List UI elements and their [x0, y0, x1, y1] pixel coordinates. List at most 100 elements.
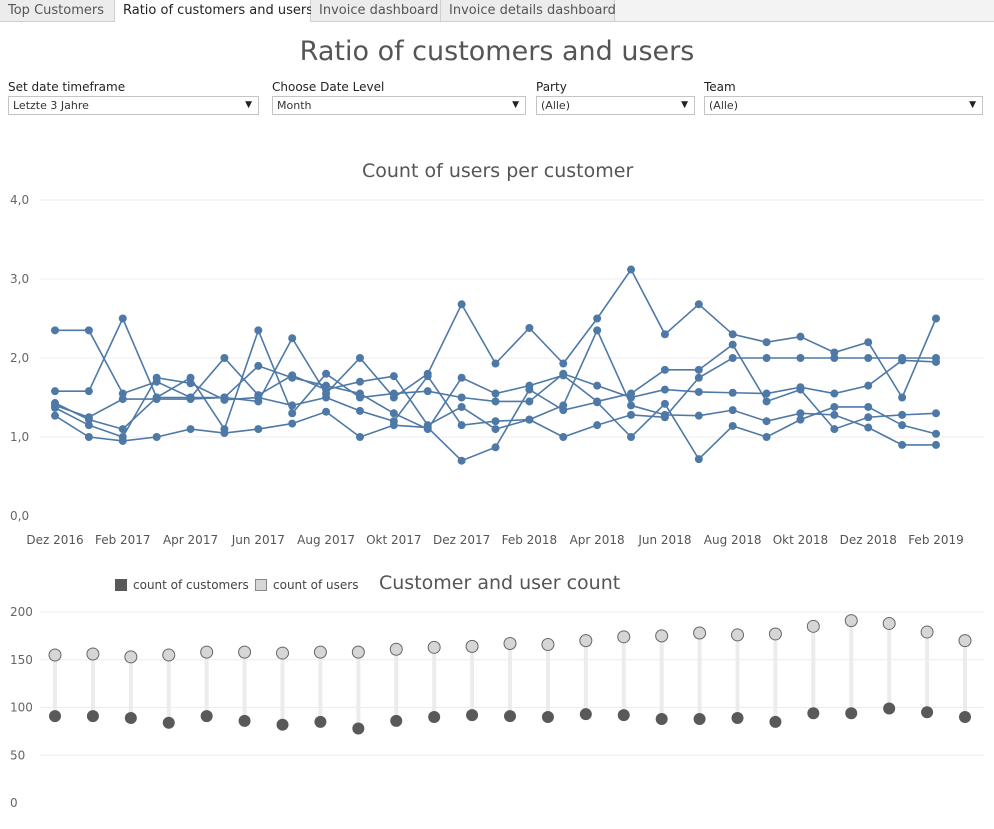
- data-point: [84, 387, 93, 396]
- tab-bar: Top Customers Ratio of customers and use…: [0, 0, 994, 22]
- user-count-point: [238, 645, 252, 659]
- data-point: [457, 373, 466, 382]
- data-point: [627, 433, 636, 441]
- data-point: [898, 440, 907, 449]
- data-point: [728, 330, 737, 339]
- y-tick-label: 150: [10, 653, 33, 667]
- tab-top-customers[interactable]: Top Customers: [0, 0, 115, 21]
- x-tick-label: Okt 2018: [773, 533, 828, 547]
- user-count-point: [958, 634, 972, 648]
- data-point: [728, 406, 737, 415]
- data-point: [694, 300, 703, 309]
- data-point: [389, 372, 398, 381]
- data-point: [796, 332, 805, 341]
- y-tick-label: 4,0: [10, 193, 29, 207]
- user-count-point: [655, 629, 669, 643]
- data-point: [254, 425, 263, 434]
- data-point: [830, 354, 839, 362]
- customer-count-point: [769, 715, 782, 728]
- data-point: [762, 417, 771, 426]
- x-tick-label: Apr 2018: [570, 533, 625, 547]
- data-point: [84, 326, 93, 335]
- data-point: [796, 385, 805, 394]
- data-point: [322, 369, 331, 378]
- customer-count-point: [86, 710, 99, 723]
- user-count-point: [48, 648, 62, 662]
- team-dropdown[interactable]: (Alle) ▼: [704, 96, 983, 115]
- data-point: [932, 440, 940, 449]
- date-timeframe-value: Letzte 3 Jahre: [13, 99, 89, 112]
- data-point: [118, 425, 127, 434]
- user-count-point: [313, 645, 327, 659]
- customer-count-point: [883, 702, 896, 715]
- date-level-dropdown[interactable]: Month ▼: [272, 96, 526, 115]
- user-count-point: [920, 625, 934, 639]
- data-point: [84, 421, 93, 430]
- data-point: [491, 443, 500, 452]
- data-point: [186, 395, 195, 404]
- data-point: [830, 425, 839, 434]
- x-tick-label: Jun 2017: [231, 533, 285, 547]
- data-point: [898, 354, 907, 362]
- data-point: [728, 421, 737, 430]
- x-tick-label: Jun 2018: [637, 533, 691, 547]
- data-point: [322, 407, 331, 416]
- data-point: [525, 323, 534, 332]
- data-point: [627, 410, 636, 419]
- data-point: [254, 326, 263, 335]
- data-point: [694, 455, 703, 464]
- data-point: [762, 389, 771, 398]
- tab-ratio-of-customers-and-users[interactable]: Ratio of customers and users: [115, 0, 313, 22]
- line-chart-title: Count of users per customer: [362, 160, 634, 182]
- date-level-value: Month: [277, 99, 312, 112]
- party-dropdown[interactable]: (Alle) ▼: [536, 96, 695, 115]
- data-point: [51, 411, 59, 420]
- tab-invoice-dashboard[interactable]: Invoice dashboard: [311, 0, 441, 21]
- user-count-point: [86, 647, 100, 661]
- data-point: [864, 381, 873, 390]
- customer-count-point: [731, 712, 744, 725]
- page-title: Ratio of customers and users: [299, 36, 695, 67]
- data-point: [389, 409, 398, 418]
- team-value: (Alle): [709, 99, 738, 112]
- x-tick-label: Aug 2017: [297, 533, 355, 547]
- legend-customers[interactable]: count of customers: [115, 578, 249, 592]
- customer-count-point: [807, 707, 820, 720]
- tab-invoice-details-dashboard[interactable]: Invoice details dashboard: [441, 0, 616, 21]
- data-point: [491, 417, 500, 426]
- filter-label-date-level: Choose Date Level: [272, 80, 385, 94]
- data-point: [864, 413, 873, 422]
- x-tick-label: Feb 2018: [502, 533, 558, 547]
- customer-count-point: [655, 712, 668, 725]
- data-point: [355, 433, 364, 441]
- data-point: [457, 421, 466, 430]
- data-point: [152, 395, 161, 404]
- data-point: [932, 354, 940, 362]
- customer-count-point: [579, 708, 592, 721]
- legend-swatch-customers: [115, 579, 127, 591]
- data-point: [796, 354, 805, 362]
- data-point: [525, 397, 534, 406]
- data-point: [152, 433, 161, 441]
- data-point: [898, 421, 907, 430]
- data-point: [457, 402, 466, 411]
- data-point: [593, 421, 602, 430]
- user-count-point: [503, 637, 517, 651]
- users-per-customer-line-chart[interactable]: 0,0 1,0 2,0 3,0 4,0 Dez 2016 Feb 2017 Apr 2017 J…: [0, 186, 994, 556]
- data-point: [762, 397, 771, 406]
- y-tick-label: 0,0: [10, 509, 29, 523]
- legend-users[interactable]: count of users: [255, 578, 358, 592]
- customer-count-point: [693, 712, 706, 725]
- data-point: [51, 326, 59, 335]
- y-tick-label: 2,0: [10, 351, 29, 365]
- filter-label-team: Team: [704, 80, 736, 94]
- customer-count-point: [845, 707, 858, 720]
- legend-label-customers: count of customers: [133, 578, 249, 592]
- customer-user-count-chart[interactable]: 0 50 100 150 200: [0, 598, 994, 829]
- date-timeframe-dropdown[interactable]: Letzte 3 Jahre ▼: [8, 96, 259, 115]
- data-point: [694, 411, 703, 420]
- x-tick-label: Dez 2018: [840, 533, 897, 547]
- user-count-point: [351, 645, 365, 659]
- data-point: [762, 433, 771, 441]
- data-point: [830, 389, 839, 398]
